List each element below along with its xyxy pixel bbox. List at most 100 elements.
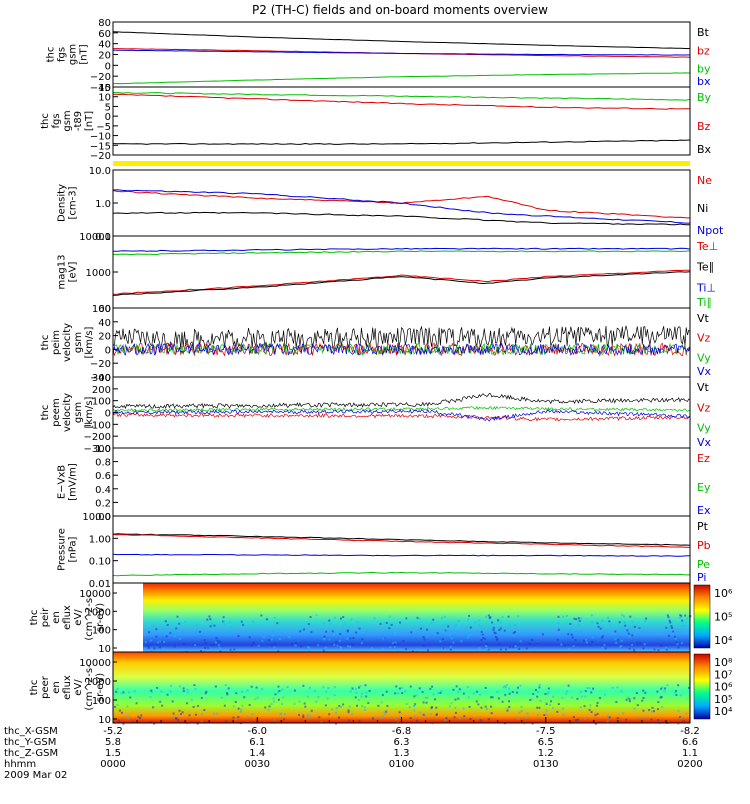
spectrogram-pixel — [392, 642, 395, 645]
spectrogram-pixel — [300, 625, 303, 628]
spectrogram-pixel — [405, 648, 408, 651]
spectrogram-pixel — [427, 649, 430, 652]
spectrogram-pixel — [485, 615, 488, 618]
spectrogram-pixel — [443, 615, 446, 618]
spectrogram-pixel — [323, 635, 326, 638]
spectrogram-pixel — [607, 616, 610, 619]
spectrogram-pixel — [512, 634, 515, 637]
y-tick-label: 0.01 — [89, 579, 111, 590]
spectrogram-pixel — [229, 648, 232, 651]
spectrogram-pixel — [222, 616, 225, 619]
y-axis-label: Pressure — [57, 528, 68, 571]
x-row-label: thc_Y-GSM — [4, 737, 56, 748]
spectrogram-pixel — [483, 637, 486, 640]
spectrogram-pixel — [198, 630, 201, 633]
spectrogram-pixel — [148, 631, 151, 634]
legend-entry: Pe — [697, 558, 710, 571]
spectrogram-pixel — [122, 722, 125, 725]
spectrogram-pixel — [429, 713, 432, 716]
spectrogram-pixel — [585, 641, 588, 644]
spectrogram-pixel — [317, 644, 320, 647]
spectrogram-pixel — [415, 694, 418, 697]
y-tick-label: −5 — [96, 122, 111, 133]
spectrogram-pixel — [298, 700, 301, 703]
spectrogram-pixel — [159, 700, 162, 703]
spectrogram-pixel — [204, 647, 207, 650]
spectrogram-pixel — [195, 624, 198, 627]
spectrogram-pixel — [273, 616, 276, 619]
spectrogram-pixel — [485, 645, 488, 648]
spectrogram-pixel — [334, 630, 337, 633]
spectrogram-pixel — [156, 641, 159, 644]
y-tick-label: 15 — [98, 83, 111, 94]
y-tick-label: 60 — [98, 29, 111, 40]
spectrogram-pixel — [643, 643, 646, 646]
spectrogram-pixel — [386, 704, 389, 707]
spectrogram-pixel — [254, 628, 257, 631]
spectrogram-pixel — [572, 716, 575, 719]
spectrogram-pixel — [355, 687, 358, 690]
spectrogram-pixel — [480, 639, 483, 642]
legend-entry: Vz — [697, 332, 711, 345]
spectrogram-pixel — [426, 635, 429, 638]
spectrogram-pixel — [349, 645, 352, 648]
spectrogram-pixel — [666, 614, 669, 617]
spectrogram-pixel — [276, 622, 279, 625]
spectrogram-pixel — [677, 709, 680, 712]
spectrogram-pixel — [472, 692, 475, 695]
spectrogram-pixel — [429, 687, 432, 690]
legend-entry: Ti∥ — [696, 296, 712, 309]
spectrogram-pixel — [389, 646, 392, 649]
spectrogram-pixel — [200, 696, 203, 699]
spectrogram-pixel — [642, 689, 645, 692]
y-tick-label: −15 — [90, 141, 111, 152]
spectrogram-pixel — [439, 640, 442, 643]
spectrogram-pixel — [431, 706, 434, 709]
spectrogram-pixel — [291, 642, 294, 645]
spectrogram-pixel — [499, 648, 502, 651]
spectrogram-pixel — [323, 622, 326, 625]
spectrogram-pixel — [633, 707, 636, 710]
spectrogram-pixel — [398, 711, 401, 714]
spectrogram-pixel — [223, 704, 226, 707]
spectrogram-pixel — [444, 719, 447, 722]
spectrogram-pixel — [436, 632, 439, 635]
spectrogram-pixel — [196, 625, 199, 628]
y-axis-label: sr-eV) — [95, 603, 106, 632]
y-tick-label: −20 — [90, 359, 111, 370]
panel-6: 60 40 20 0 −20 −40 thc peim velocity gsm [km/s] Vt V… — [40, 304, 712, 384]
spectrogram-pixel — [487, 718, 490, 721]
spectrogram-pixel — [485, 707, 488, 710]
spectrogram-pixel — [332, 633, 335, 636]
spectrogram-pixel — [453, 716, 456, 719]
y-tick-label: 40 — [98, 40, 111, 51]
spectrogram-pixel — [677, 722, 680, 725]
colorbar — [693, 653, 711, 720]
y-axis-label: velocity — [62, 323, 73, 362]
spectrogram-pixel — [405, 617, 408, 620]
y-tick-label: −200 — [84, 432, 111, 443]
spectrogram-pixel — [684, 614, 687, 617]
x-row-value: 0030 — [245, 759, 270, 770]
spectrogram-pixel — [529, 699, 532, 702]
spectrogram-pixel — [596, 712, 599, 715]
spectrogram-pixel — [302, 714, 305, 717]
spectrogram-pixel — [224, 684, 227, 687]
spectrogram-pixel — [596, 622, 599, 625]
spectrogram-pixel — [267, 709, 270, 712]
y-tick-label: −40 — [90, 373, 111, 384]
spectrogram-pixel — [425, 701, 428, 704]
y-axis-label: eflux — [62, 605, 73, 630]
spectrogram-pixel — [165, 635, 168, 638]
y-axis-label: thc — [29, 680, 40, 696]
spectrogram-pixel — [182, 690, 185, 693]
spectrogram-pixel — [468, 634, 471, 637]
spectrogram-pixel — [470, 633, 473, 636]
spectrogram-pixel — [514, 630, 517, 633]
spectrogram-pixel — [213, 643, 216, 646]
y-tick-label: 10.00 — [82, 512, 111, 523]
spectrogram-pixel — [147, 644, 150, 647]
series-line-Bx — [112, 139, 691, 145]
colorbar-tick-label: 10⁵ — [714, 693, 732, 706]
